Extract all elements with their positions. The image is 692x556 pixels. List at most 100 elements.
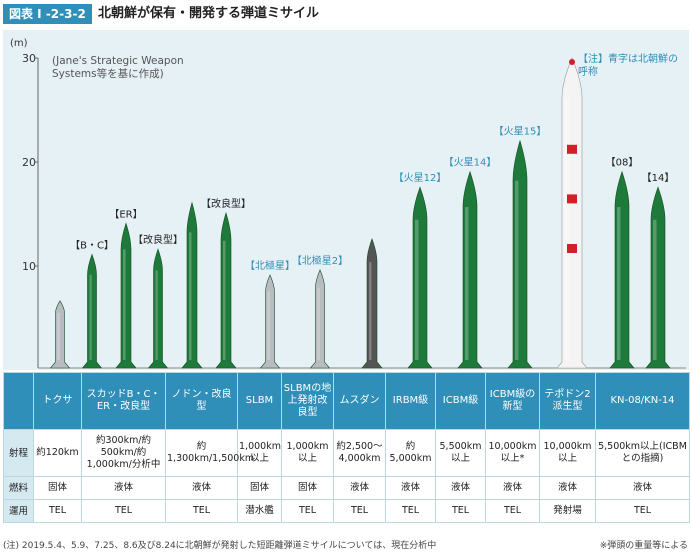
missile-bar [645, 186, 671, 369]
missile-label: 【14】 [642, 172, 675, 184]
table-cell: 約5,000km [385, 429, 436, 477]
missile-bar [407, 186, 433, 369]
footnote-right: ※弾頭の重量等による [599, 541, 688, 551]
missile-bar [49, 300, 71, 369]
missile-bar [507, 139, 533, 369]
table-cell: TEL [435, 499, 486, 523]
page-title: 北朝鮮が保有・開発する弾道ミサイル [98, 6, 320, 21]
table-cell: 液体 [595, 476, 690, 500]
missile-bar [81, 253, 103, 369]
table-corner [3, 372, 34, 430]
column-header: SLBMの地上発射改良型 [281, 372, 334, 430]
table-cell: 約300km/約500km/約1,000km/分析中 [81, 429, 166, 477]
column-header: テポドン2派生型 [539, 372, 596, 430]
legend-note: 【注】青字は北朝鮮の呼称 [578, 54, 678, 78]
table-cell: 液体 [539, 476, 596, 500]
missile-bar [259, 274, 281, 369]
missile-chart: 【B・C】【ER】【改良型】【改良型】【北極星】【北極星2】【火星12】【火星1… [34, 57, 686, 369]
table-cell: 約2,500～4,000km [333, 429, 386, 477]
column-header: ICBM級 [435, 372, 486, 430]
missile-bar [361, 237, 383, 369]
column-header: ムスダン [333, 372, 386, 430]
missile-bar [609, 170, 635, 369]
missile-label: 【火星14】 [444, 157, 497, 169]
missile-highlight [465, 207, 469, 360]
table-cell: 5,500km以上 [435, 429, 486, 477]
missile-highlight [189, 232, 192, 360]
source-note: (Jane's Strategic Weapon Systems等を基に作成) [52, 55, 184, 80]
table-cell: 1,000km以上 [237, 429, 282, 477]
table-cell: TEL [595, 499, 690, 523]
missile-bar [115, 222, 137, 369]
table-cell: 5,500km以上(ICBMとの指摘) [595, 429, 690, 477]
table-cell: 液体 [485, 476, 540, 500]
table-cell: TEL [333, 499, 386, 523]
table-cell: 固体 [33, 476, 82, 500]
table-cell: TEL [485, 499, 540, 523]
missile-label: 【B・C】 [70, 239, 114, 251]
table-cell: 約1,300km/1,500km [165, 429, 254, 477]
y-tick-30: 30 [22, 52, 36, 65]
missile-highlight [415, 219, 419, 360]
table-cell: TEL [385, 499, 436, 523]
missile-highlight [123, 249, 126, 360]
missile-bar [147, 248, 169, 369]
row-header: 運用 [3, 499, 34, 523]
table-cell: TEL [281, 499, 334, 523]
missile-highlight [223, 240, 226, 360]
missile-highlight [267, 291, 270, 360]
table-cell: 液体 [333, 476, 386, 500]
missile-bar [181, 201, 203, 369]
table-cell: 発射場 [539, 499, 596, 523]
missile-marking [567, 244, 577, 253]
missile-highlight [317, 287, 320, 360]
y-axis-unit: (m) [10, 38, 28, 49]
table-cell: 固体 [281, 476, 334, 500]
table-cell: TEL [33, 499, 82, 523]
spec-table: トクサ スカッドB・C・ER・改良型 ノドン・改良型 SLBM SLBMの地上発射改良型… [3, 372, 690, 523]
missile-highlight [57, 312, 60, 360]
column-header: ノドン・改良型 [165, 372, 238, 430]
missile-marking [567, 194, 577, 204]
figure-badge: 図表 I -2-3-2 [3, 4, 92, 24]
missile-label: 【改良型】 [133, 233, 183, 246]
missile-label: 【改良型】 [201, 197, 251, 210]
missile-nose [569, 59, 575, 65]
missile-highlight [617, 207, 621, 360]
missile-highlight [653, 219, 657, 360]
table-cell: 固体 [237, 476, 282, 500]
missile-label: 【北極星】 [245, 259, 295, 272]
column-header: スカッドB・C・ER・改良型 [81, 372, 166, 430]
table-cell: 液体 [81, 476, 166, 500]
missile-highlight [369, 262, 372, 360]
row-header: 燃料 [3, 476, 34, 500]
table-cell: TEL [165, 499, 238, 523]
table-cell: 10,000km以上* [485, 429, 540, 477]
missile-bar [556, 57, 588, 369]
missile-bar [215, 211, 237, 369]
table-cell: 液体 [385, 476, 436, 500]
missile-highlight [89, 274, 92, 360]
column-header: KN-08/KN-14 [595, 372, 690, 430]
missile-label: 【ER】 [109, 208, 142, 220]
table-cell: 潜水艦 [237, 499, 282, 523]
missile-label: 【火星12】 [394, 172, 447, 184]
column-header: SLBM [237, 372, 282, 430]
missile-highlight [564, 98, 569, 360]
footnote: (注) 2019.5.4、5.9、7.25、8.6及び8.24に北朝鮮が発射した… [3, 541, 437, 551]
table-cell: 10,000km以上 [539, 429, 596, 477]
missile-label: 【北極星2】 [292, 254, 348, 267]
column-header: トクサ [33, 372, 82, 430]
table-cell: 1,000km以上 [281, 429, 334, 477]
table-row: 燃料 固体 液体 液体 固体 固体 液体 液体 液体 液体 液体 液体 [3, 476, 690, 500]
table-row: 射程 約120km 約300km/約500km/約1,000km/分析中 約1,300… [3, 429, 690, 477]
table-row: 運用 TEL TEL TEL 潜水艦 TEL TEL TEL TEL TEL 発射場 TEL [3, 499, 690, 523]
table-cell: TEL [81, 499, 166, 523]
missile-label: 【08】 [606, 157, 639, 169]
missile-highlight [515, 180, 519, 360]
missile-bar [309, 269, 331, 369]
y-tick-10: 10 [22, 260, 36, 273]
table-cell: 約120km [33, 429, 82, 477]
row-header: 射程 [3, 429, 34, 477]
table-cell: 液体 [165, 476, 238, 500]
